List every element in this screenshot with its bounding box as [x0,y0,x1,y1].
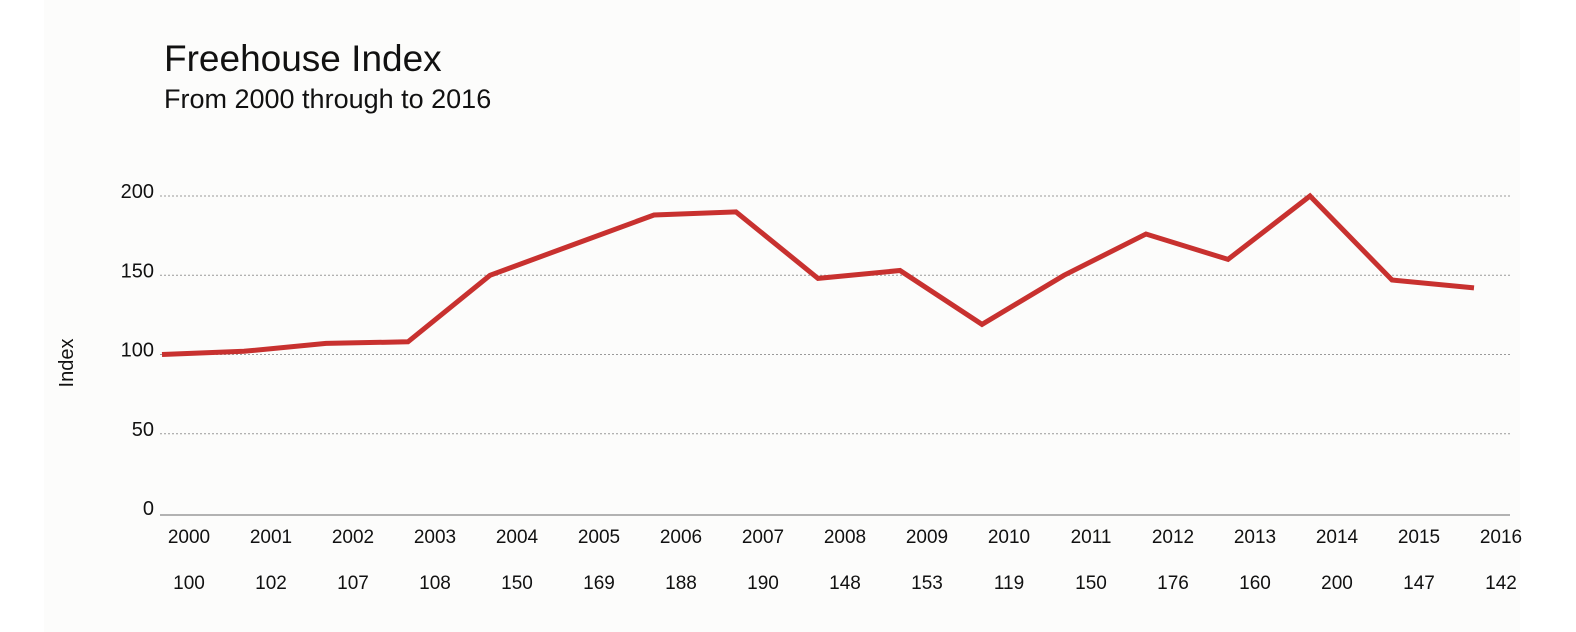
y-tick-label: 0 [143,498,154,520]
value-label: 176 [1157,573,1189,594]
y-axis-label: Index [56,339,78,388]
x-tick-label: 2006 [660,527,702,548]
x-tick-label: 2000 [168,527,210,548]
value-label: 142 [1485,573,1517,594]
y-tick-label: 100 [121,340,154,362]
x-tick-label: 2005 [578,527,620,548]
value-label: 100 [173,573,205,594]
value-label: 200 [1321,573,1353,594]
x-tick-label: 2009 [906,527,948,548]
y-tick-label: 200 [121,181,154,203]
value-label: 119 [994,573,1024,594]
x-tick-label: 2012 [1152,527,1194,548]
chart-background [44,0,1520,632]
x-tick-label: 2002 [332,527,374,548]
x-tick-label: 2008 [824,527,866,548]
value-label: 188 [665,573,697,594]
x-tick-label: 2013 [1234,527,1276,548]
x-tick-label: 2014 [1316,527,1359,548]
value-label: 190 [747,573,779,594]
value-label: 108 [419,573,451,594]
gridlines [160,195,1510,435]
y-tick-label: 50 [132,419,154,441]
series-line [161,192,1475,357]
x-tick-label: 2001 [250,527,292,548]
x-tick-label: 2015 [1398,527,1440,548]
value-label: 102 [255,573,287,594]
y-axis-ticks: 0 50 100 150 200 [121,181,154,520]
value-label: 107 [337,573,369,594]
value-label: 150 [1075,573,1107,594]
y-tick-label: 150 [121,260,154,282]
value-label: 160 [1239,573,1271,594]
value-label: 169 [583,573,615,594]
chart-title: Freehouse Index [164,38,442,79]
x-tick-label: 2003 [414,527,456,548]
value-label: 153 [911,573,943,594]
value-label: 147 [1403,573,1435,594]
chart-subtitle: From 2000 through to 2016 [164,84,492,114]
x-tick-label: 2004 [496,527,539,548]
x-tick-label: 2007 [742,527,784,548]
x-axis-ticks: 2000 2001 2002 2003 2004 2005 2006 2007 2008 2009… [168,527,1522,548]
x-tick-label: 2010 [988,527,1030,548]
value-labels: 100 102 107 108 150 169 188 190 148 153 119 150 176 1… [173,573,1517,594]
value-label: 150 [501,573,533,594]
value-label: 148 [829,573,861,594]
x-tick-label: 2016 [1480,527,1522,548]
x-tick-label: 2011 [1071,527,1112,548]
